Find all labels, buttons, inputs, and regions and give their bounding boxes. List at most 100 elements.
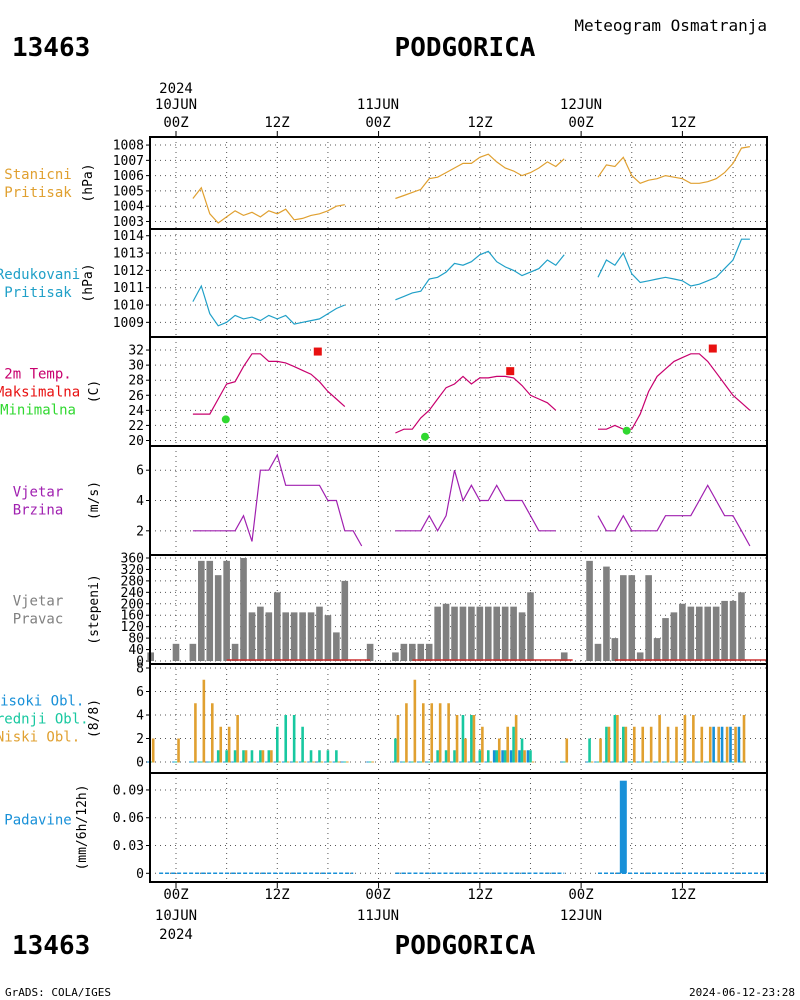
wind-dir-bar (451, 606, 458, 661)
station-id-bottom: 13463 (12, 931, 90, 961)
cloud-bar (318, 750, 321, 762)
cloud-bar (613, 715, 617, 762)
y-tick-label: 320 (121, 563, 144, 578)
wind-dir-bar (231, 643, 239, 661)
day-label-bottom-3: 12JUN (560, 908, 602, 924)
cloud-bar (472, 715, 476, 762)
y-tick-label: 40 (128, 643, 144, 658)
panel-title-line: Minimalna (0, 403, 76, 419)
wind-dir-bar (417, 643, 425, 661)
panel-title-line: Redukovani (0, 267, 80, 283)
y-tick-label: 8 (136, 662, 144, 677)
y-tick-label: 1013 (113, 247, 144, 262)
panel-2: 1009 1010 1011 1012 1013 1014 (hPa)Redukovani P… (0, 228, 768, 338)
panel-frame (149, 228, 768, 338)
panel-title-line: Pravac (13, 612, 64, 628)
cloud-bar (177, 738, 180, 762)
wind-dir-bar (527, 592, 534, 661)
wind-dir-bar (628, 575, 636, 661)
y-axis-title: (mm/6h/12h) (75, 784, 90, 870)
wind-dir-bar (645, 575, 652, 661)
wind-dir-bar (172, 643, 180, 661)
y-tick-label: 1005 (113, 184, 144, 199)
cloud-bar (236, 715, 239, 762)
series-line (192, 353, 346, 415)
cloud-bar (520, 738, 524, 762)
cloud-bar (492, 750, 496, 762)
hour-label-bottom-6: 12Z (670, 887, 695, 903)
cloud-bar (734, 726, 737, 762)
wind-dir-bar (290, 612, 298, 661)
series-line (192, 453, 363, 547)
y-tick-label: 0.06 (113, 811, 144, 826)
min-temp-marker (221, 415, 230, 424)
y-tick-label: 200 (121, 597, 144, 612)
panel-title-line: Vjetar (13, 594, 64, 610)
wind-dir-bar (400, 643, 408, 661)
cloud-bar (478, 750, 482, 762)
wind-dir-bar (695, 606, 703, 661)
y-tick-label: 20 (128, 434, 144, 449)
wind-dir-bar (611, 638, 619, 661)
cloud-bar (242, 750, 245, 762)
cloud-bar (683, 715, 687, 762)
year-top: 2024 (159, 81, 193, 97)
cloud-bar (742, 715, 746, 762)
cloud-bar (270, 750, 273, 762)
cloud-bar (219, 726, 223, 762)
cloud-bar (607, 726, 611, 762)
wind-dir-bar (729, 600, 737, 661)
wind-dir-bar (738, 592, 745, 661)
y-tick-label: 160 (121, 609, 144, 624)
cloud-bar (394, 738, 397, 762)
panel-7: 0 0.03 0.06 0.09 (mm/6h/12h) Padavine (4, 772, 768, 883)
cloud-bar (430, 703, 434, 762)
cloud-bar (250, 750, 254, 762)
day-label-bottom-1: 10JUN (155, 908, 197, 924)
panel-title-line: Visoki Obl. (0, 694, 84, 710)
wind-dir-bar (586, 560, 593, 661)
wind-dir-bar (721, 600, 728, 661)
wind-dir-bar (518, 612, 526, 661)
wind-dir-bar (189, 643, 197, 661)
cloud-bar (692, 715, 695, 762)
y-tick-label: 32 (128, 344, 144, 359)
cloud-bar (413, 679, 417, 762)
wind-dir-bar (434, 606, 441, 661)
cloud-bar (284, 715, 288, 762)
cloud-bar (526, 750, 530, 762)
wind-dir-bar (459, 606, 467, 661)
series-line (395, 375, 557, 434)
cloud-bar (565, 738, 569, 762)
wind-dir-bar (198, 560, 205, 661)
cloud-bar (729, 726, 732, 762)
wind-dir-bar (282, 612, 290, 661)
wind-dir-bar (679, 603, 686, 661)
cloud-bar (616, 715, 619, 762)
y-tick-label: 30 (128, 359, 144, 374)
panel-6: 0 2 4 6 8 (8/8)Visoki Obl. Srednji Obl. Niski O… (0, 662, 768, 774)
cloud-bar (509, 750, 513, 762)
cloud-bar (700, 726, 704, 762)
panel-frame (149, 772, 768, 883)
wind-dir-bar (712, 606, 720, 661)
cloud-bar (624, 726, 628, 762)
cloud-bar (588, 738, 591, 762)
cloud-bar (444, 750, 448, 762)
hour-label-bottom-1: 00Z (163, 887, 188, 903)
cloud-bar (720, 726, 724, 762)
wind-dir-bar (341, 580, 349, 661)
wind-dir-bar (687, 606, 695, 661)
cloud-bar (405, 703, 408, 762)
panel-frame (149, 336, 768, 447)
wind-dir-bar (333, 632, 340, 661)
y-tick-label: 1010 (113, 299, 144, 314)
cloud-bar (649, 726, 653, 762)
cloud-bar (632, 726, 636, 762)
wind-dir-bar (468, 606, 475, 661)
cloud-bar (599, 738, 602, 762)
cloud-bar (717, 726, 720, 762)
y-tick-label: 1014 (113, 229, 144, 244)
y-axis-title: (8/8) (87, 699, 102, 738)
cloud-bar (194, 703, 197, 762)
